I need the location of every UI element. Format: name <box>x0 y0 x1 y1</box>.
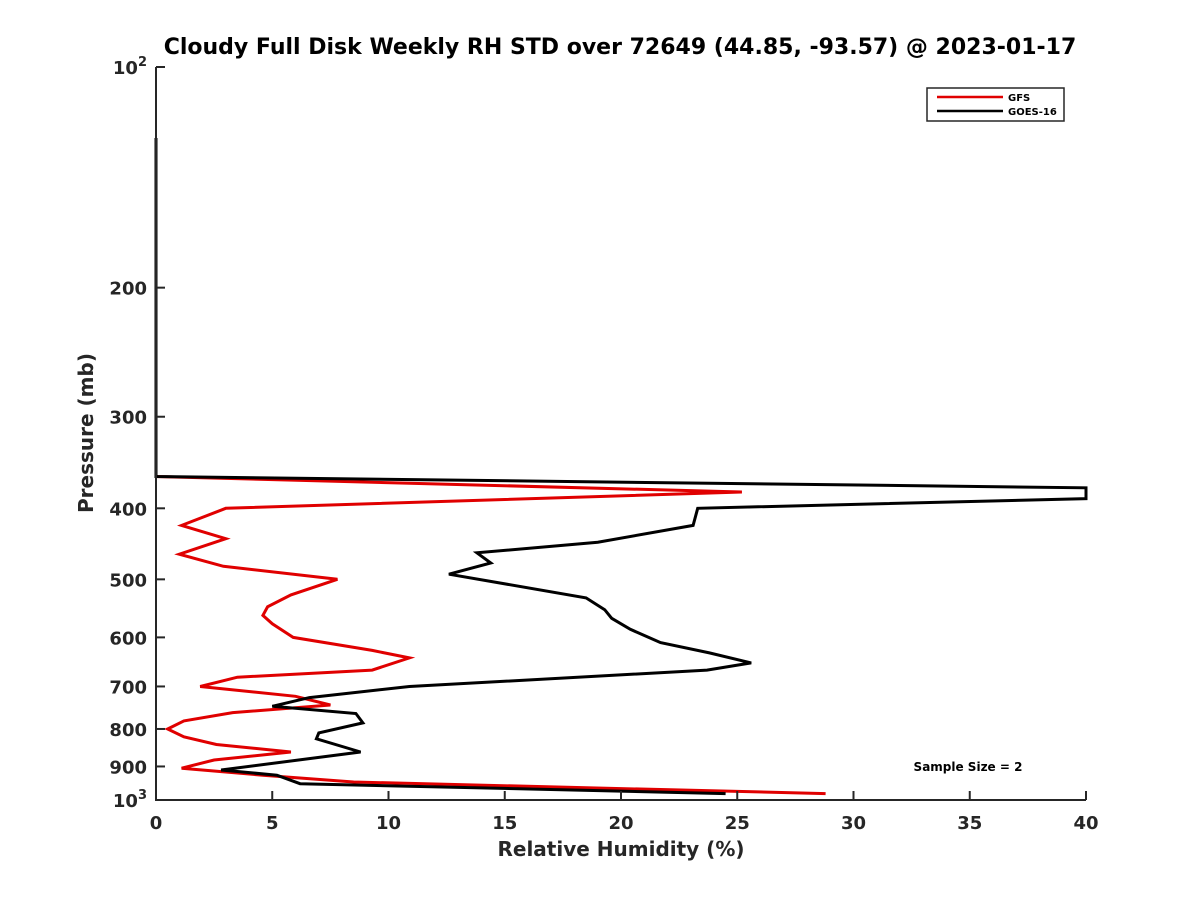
series-line-goes16 <box>154 138 1088 796</box>
legend: GFS GOES-16 <box>926 87 1065 122</box>
y-tick-label: 400 <box>109 499 147 520</box>
x-tick-label: 10 <box>376 813 401 834</box>
series-line-gfs <box>154 138 826 796</box>
y-tick-label: 200 <box>109 279 147 300</box>
legend-box <box>926 87 1065 122</box>
series-layer <box>154 138 1088 796</box>
x-tick-label: 20 <box>608 813 633 834</box>
x-tick-label: 35 <box>957 813 982 834</box>
x-tick-label: 25 <box>725 813 750 834</box>
x-tick-label: 15 <box>492 813 517 834</box>
legend-label-gfs: GFS <box>1008 93 1030 104</box>
x-tick-label: 0 <box>150 813 163 834</box>
y-tick-label: 700 <box>109 677 147 698</box>
y-ticks: 102 200 300 400 500 600 700 800 900 103 <box>109 55 165 812</box>
y-axis-label: Pressure (mb) <box>74 353 98 513</box>
x-axis-label: Relative Humidity (%) <box>497 837 744 861</box>
y-tick-label: 900 <box>109 757 147 778</box>
x-tick-label: 5 <box>266 813 279 834</box>
legend-label-goes16: GOES-16 <box>1008 107 1057 118</box>
x-tick-label: 40 <box>1073 813 1098 834</box>
chart-title: Cloudy Full Disk Weekly RH STD over 7264… <box>164 35 1077 60</box>
y-tick-label: 600 <box>109 628 147 649</box>
y-tick-label: 102 <box>113 55 147 79</box>
sample-size-annotation: Sample Size = 2 <box>914 760 1023 774</box>
y-tick-label: 103 <box>113 788 147 812</box>
x-tick-label: 30 <box>841 813 866 834</box>
y-tick-label: 800 <box>109 720 147 741</box>
x-ticks: 0 5 10 15 20 25 30 35 40 <box>150 791 1099 834</box>
y-tick-label: 300 <box>109 408 147 429</box>
plot-area: 0 5 10 15 20 25 30 35 40 102 200 300 400 500 600 700 80… <box>109 55 1098 834</box>
y-tick-label: 500 <box>109 570 147 591</box>
